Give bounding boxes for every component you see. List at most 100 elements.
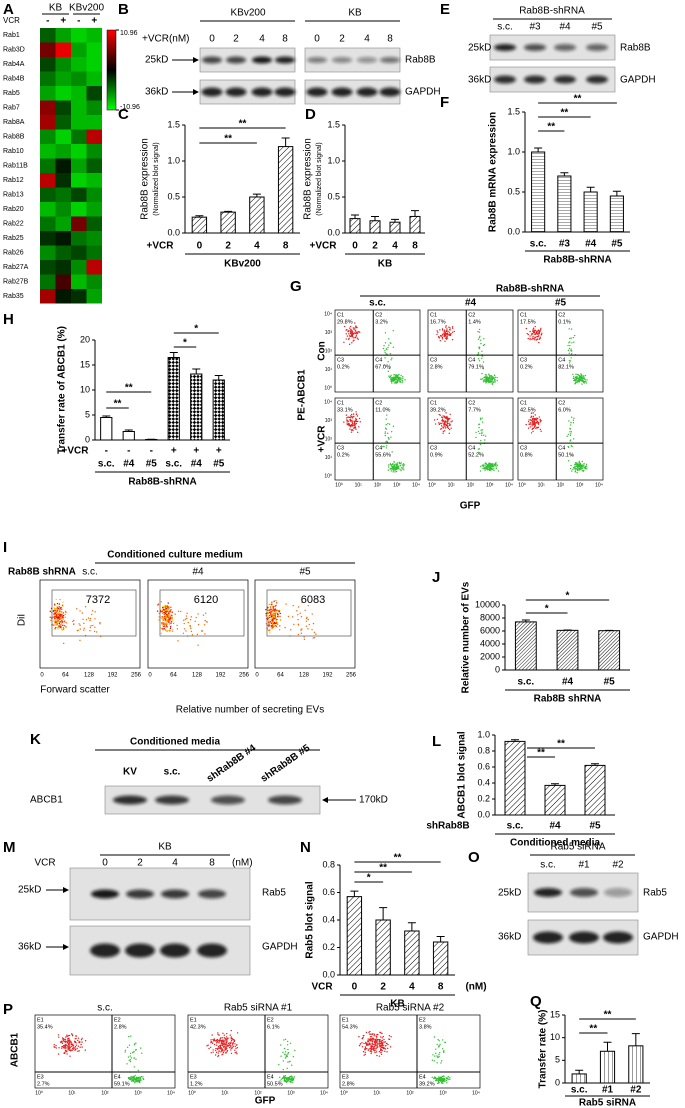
event-dot (217, 1045, 220, 1048)
event-dot (272, 610, 274, 612)
event-dot (393, 464, 396, 466)
event-dot (230, 1047, 232, 1049)
event-dot (345, 417, 348, 419)
event-dot (372, 1047, 375, 1049)
event-dot (61, 613, 63, 616)
event-dot (447, 427, 450, 430)
y-tick-label: 0.5 (167, 191, 180, 201)
heatmap-cell (86, 71, 102, 86)
event-dot (441, 329, 444, 331)
y-tick-label: 0.0 (327, 227, 340, 237)
gate-name: C2 (375, 400, 382, 406)
row-label: Rab35 (3, 293, 24, 300)
event-dot (492, 464, 494, 467)
event-dot (87, 617, 90, 619)
event-dot (573, 334, 576, 337)
event-dot (364, 1053, 366, 1056)
axis-tick-label: 256 (346, 673, 357, 679)
event-dot (442, 1039, 444, 1041)
event-dot (234, 1049, 236, 1051)
event-dot (484, 380, 486, 382)
event-dot (219, 1045, 222, 1048)
column-label: - (77, 16, 80, 27)
event-dot (58, 618, 61, 620)
row-label: Rab8A (3, 119, 25, 126)
gate-percent: 50.5% (267, 1081, 283, 1087)
event-dot (214, 1040, 216, 1042)
event-dot (584, 466, 587, 468)
y-tick-label: 0 (85, 434, 90, 444)
event-dot (538, 332, 541, 334)
event-dot (66, 1034, 68, 1036)
event-dot (392, 462, 394, 465)
panel-letter: E (440, 1, 450, 18)
plot-frame (427, 309, 514, 393)
event-dot (580, 463, 582, 466)
event-dot (300, 629, 302, 631)
event-dot (301, 628, 303, 630)
y-tick-label: 0.6 (477, 761, 490, 771)
event-dot (390, 380, 393, 383)
event-dot (395, 468, 398, 471)
event-dot (350, 429, 353, 431)
event-dot (447, 1078, 449, 1081)
event-dot (387, 437, 390, 439)
event-dot (343, 341, 345, 343)
x-tick-label: #5 (604, 677, 616, 688)
event-dot (60, 622, 63, 625)
event-dot (63, 620, 66, 622)
event-dot (493, 463, 495, 465)
event-dot (71, 1047, 74, 1050)
event-dot (383, 1047, 386, 1049)
heatmap-cell (71, 274, 87, 289)
event-dot (534, 333, 537, 335)
event-dot (84, 606, 87, 608)
label: GAPDH (643, 932, 679, 943)
axis-tick-label: 10⁰ (35, 1090, 43, 1096)
event-dot (379, 1039, 381, 1041)
event-dot (291, 1079, 293, 1081)
event-dot (130, 1035, 132, 1037)
event-dot (373, 1050, 376, 1052)
event-dot (221, 1054, 223, 1056)
event-dot (354, 427, 356, 429)
event-dot (162, 625, 165, 628)
event-dot (162, 606, 164, 609)
event-dot (437, 1038, 439, 1041)
event-dot (217, 1032, 219, 1034)
event-dot (480, 429, 482, 431)
event-dot (164, 620, 166, 623)
event-dot (346, 335, 349, 337)
heatmap-cell (55, 57, 71, 72)
event-dot (482, 344, 485, 347)
event-dot (168, 623, 171, 625)
event-dot (570, 337, 572, 339)
event-dot (348, 424, 350, 427)
event-dot (394, 374, 396, 376)
event-dot (530, 416, 532, 419)
event-dot (307, 618, 309, 621)
band (91, 889, 119, 899)
bar (584, 764, 606, 816)
event-dot (578, 380, 581, 382)
event-dot (445, 1079, 448, 1082)
event-dot (349, 424, 351, 427)
event-dot (391, 382, 393, 384)
event-dot (442, 426, 444, 428)
event-dot (385, 447, 388, 449)
heatmap-cell (40, 71, 56, 86)
event-dot (540, 430, 542, 432)
y-tick-label: 0.0 (477, 809, 490, 819)
event-dot (212, 1051, 214, 1053)
bar (409, 215, 421, 234)
event-dot (364, 1047, 367, 1049)
event-dot (395, 380, 397, 383)
event-dot (382, 1044, 384, 1046)
event-dot (55, 624, 57, 627)
band (161, 889, 189, 899)
event-dot (539, 330, 541, 333)
band (331, 87, 353, 97)
event-dot (496, 379, 498, 382)
event-dot (290, 629, 292, 631)
event-dot (63, 1052, 65, 1054)
